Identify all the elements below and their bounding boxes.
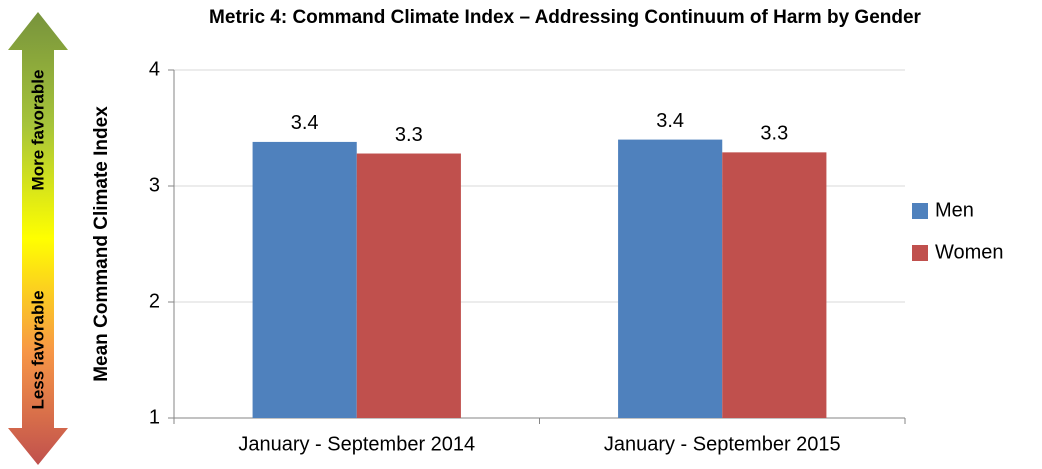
bar [356,153,461,418]
legend-label: Women [935,241,1004,263]
x-tick-label: January - September 2014 [238,433,475,455]
y-tick-label: 3 [149,174,160,196]
y-tick-label: 4 [149,58,160,80]
favorability-arrow [8,12,68,465]
y-axis-label: Mean Command Climate Index [91,106,112,382]
bar [722,152,827,419]
value-label: 3.4 [291,112,319,134]
less-favorable: Less favorable [28,290,47,409]
legend-swatch [912,245,928,261]
bar [618,139,723,418]
chart-title: Metric 4: Command Climate Index – Addres… [209,7,921,28]
legend-label: Men [935,199,974,221]
bar [252,141,357,419]
y-tick-label: 1 [149,406,160,428]
more-favorable: More favorable [28,70,47,191]
value-label: 3.4 [656,110,684,132]
y-tick-label: 2 [149,290,160,312]
x-tick-label: January - September 2015 [604,433,841,455]
value-label: 3.3 [760,123,788,145]
value-label: 3.3 [395,124,423,146]
legend-swatch [912,203,928,219]
